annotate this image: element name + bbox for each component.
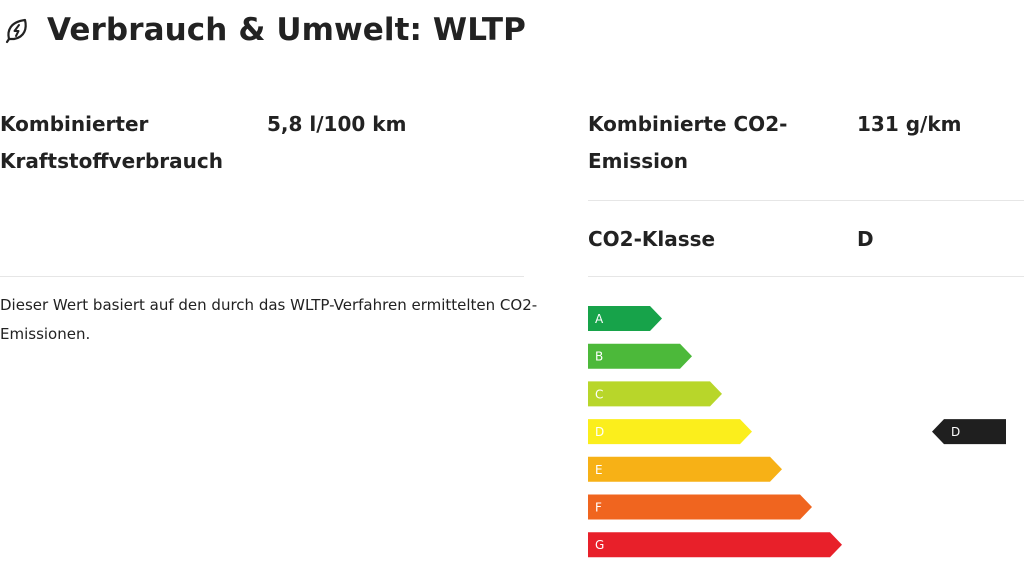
fuel-consumption-label-line2: Kraftstoffverbrauch: [0, 149, 223, 173]
co2-emission-label-line1: Kombinierte CO2-: [588, 112, 788, 136]
class-arrow-b: [588, 343, 692, 369]
left-divider: [0, 276, 524, 277]
class-arrow-e: [588, 456, 782, 482]
class-letter-f: F: [595, 501, 602, 515]
right-divider-1: [588, 200, 1024, 201]
class-letter-a: A: [595, 312, 604, 326]
class-letter-b: B: [595, 350, 603, 364]
class-letter-e: E: [595, 463, 603, 477]
class-letter-g: G: [595, 538, 604, 552]
current-class-marker: [932, 419, 1006, 445]
co2-class-value: D: [857, 227, 874, 251]
fuel-consumption-label-line1: Kombinierter: [0, 112, 149, 136]
current-class-marker-letter: D: [951, 425, 960, 439]
page-title: Verbrauch & Umwelt: WLTP: [47, 12, 526, 48]
co2-emission-label-line2: Emission: [588, 149, 688, 173]
class-arrow-f: [588, 494, 812, 520]
class-arrow-c: [588, 381, 722, 407]
section-header: Verbrauch & Umwelt: WLTP: [4, 8, 526, 52]
class-arrow-g: [588, 532, 842, 558]
co2-class-label: CO2-Klasse: [588, 227, 716, 251]
class-letter-c: C: [595, 387, 603, 401]
right-divider-2: [588, 276, 1024, 277]
co2-emission-value: 131 g/km: [857, 112, 962, 136]
class-arrow-a: [588, 306, 662, 331]
class-letter-d: D: [595, 425, 604, 439]
class-arrow-d: [588, 419, 752, 445]
fuel-consumption-value: 5,8 l/100 km: [267, 112, 407, 136]
wltp-note: Dieser Wert basiert auf den durch das WL…: [0, 296, 538, 343]
leaf-bolt-icon: [4, 16, 32, 44]
